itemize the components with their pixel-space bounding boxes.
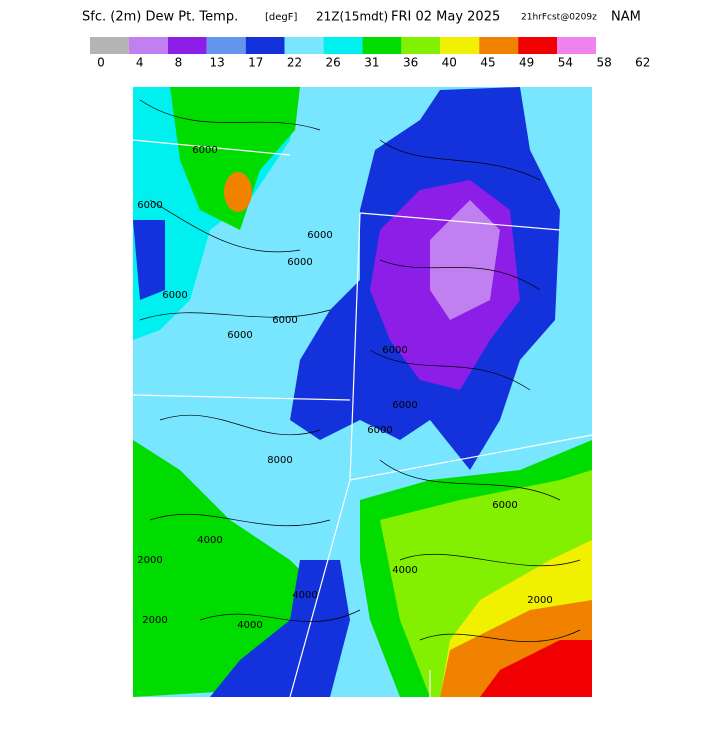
colorbar-label: 58: [596, 56, 611, 70]
contour-line: [139, 99, 581, 642]
colorbar-label: 31: [364, 56, 379, 70]
colorbar-swatch: [284, 37, 324, 54]
date: FRI 02 May 2025: [391, 10, 500, 25]
colorbar-label: 26: [326, 56, 341, 70]
contour-label: 6000: [392, 400, 417, 411]
contour-label: 6000: [192, 145, 217, 156]
contour-label: 6000: [162, 290, 187, 301]
colorbar-swatch: [479, 37, 519, 54]
contour-label: 6000: [227, 330, 252, 341]
field-region: [430, 200, 500, 320]
colorbar-label: 17: [248, 56, 263, 70]
contour-label: 6000: [307, 230, 332, 241]
contour-labels: 6000 6000 6000 6000 6000 6000 6000 6000 8000 6000…: [137, 145, 552, 631]
contour-label: 6000: [137, 200, 162, 211]
contour-label: 8000: [267, 455, 292, 466]
colorbar-swatch: [90, 37, 129, 54]
title: Sfc. (2m) Dew Pt. Temp.: [82, 10, 238, 25]
model: NAM: [611, 10, 641, 25]
contour-label: 4000: [392, 565, 417, 576]
colorbar-swatch: [557, 37, 596, 54]
contour-label: 6000: [492, 500, 517, 511]
units: [degF]: [265, 12, 298, 23]
colorbar-swatch: [401, 37, 441, 54]
colorbar-label: 0: [97, 56, 105, 70]
colorbar-swatch: [440, 37, 480, 54]
colorbar-label: 36: [403, 56, 418, 70]
field-region: [133, 220, 165, 300]
colorbar-swatch: [245, 37, 285, 54]
state-border: [132, 139, 593, 698]
contour-label: 6000: [272, 315, 297, 326]
colorbar-swatch: [362, 37, 402, 54]
contour-label: 2000: [137, 555, 162, 566]
colorbar-swatch: [323, 37, 363, 54]
colorbar-label: 4: [136, 56, 144, 70]
colorbar-label: 8: [175, 56, 183, 70]
colorbar-label: 13: [209, 56, 224, 70]
field-region: [480, 640, 592, 697]
colorbar-label: 49: [519, 56, 534, 70]
colorbar-swatch: [167, 37, 207, 54]
contour-label: 6000: [367, 425, 392, 436]
colorbar-swatch: [518, 37, 558, 54]
contour-label: 4000: [197, 535, 222, 546]
contour-label: 4000: [237, 620, 262, 631]
contour-label: 6000: [382, 345, 407, 356]
contour-label: 6000: [287, 257, 312, 268]
contour-label: 2000: [527, 595, 552, 606]
colorbar-label: 54: [558, 56, 573, 70]
contour-label: 2000: [142, 615, 167, 626]
map-field: [132, 87, 593, 698]
colorbar-label: 45: [480, 56, 495, 70]
colorbar: 0 4 8 13 17 22 26 31 36 40 45 49 54 58 62: [90, 37, 650, 70]
field-region: [170, 87, 300, 230]
field-region: [210, 560, 350, 697]
colorbar-label: 22: [287, 56, 302, 70]
colorbar-label: 40: [442, 56, 457, 70]
contour-label: 4000: [292, 590, 317, 601]
valid-time: 21Z(15mdt): [316, 10, 388, 24]
field-region: [224, 172, 252, 212]
forecast: 21hrFcst@0209z: [521, 13, 597, 23]
colorbar-swatch: [128, 37, 168, 54]
colorbar-label: 62: [635, 56, 650, 70]
colorbar-swatch: [206, 37, 246, 54]
